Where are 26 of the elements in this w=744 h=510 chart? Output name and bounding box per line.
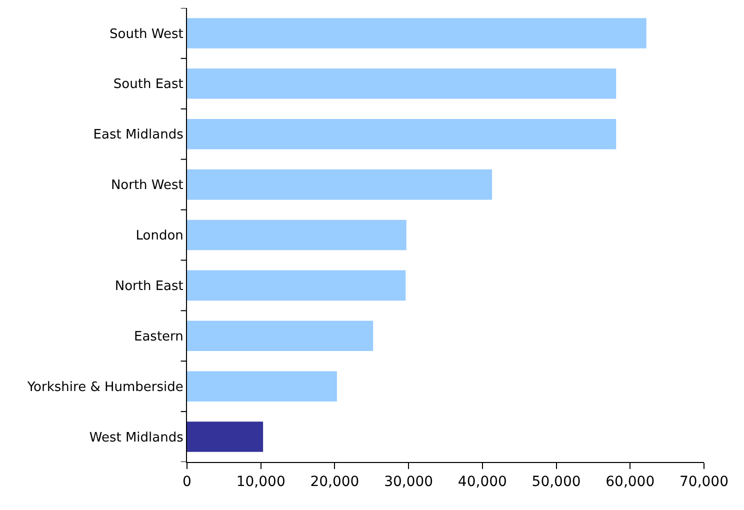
bar	[187, 169, 492, 200]
bar	[187, 422, 264, 452]
x-tick-label: 0	[182, 474, 192, 490]
bar	[187, 68, 616, 99]
y-tick-label: South East	[113, 77, 184, 92]
y-tick-label: London	[136, 228, 184, 244]
x-tick-label: 50,000	[532, 474, 581, 490]
y-tick-label: Yorkshire & Humberside	[26, 380, 184, 395]
x-tick-label: 30,000	[384, 474, 434, 490]
y-tick-label: North East	[114, 278, 184, 294]
x-tick-label: 60,000	[606, 474, 655, 490]
x-tick-label: 10,000	[236, 474, 286, 490]
x-tick-label: 70,000	[680, 474, 728, 490]
bar	[187, 18, 646, 48]
y-tick-label: North West	[110, 178, 184, 194]
x-tick-label: 20,000	[310, 474, 360, 490]
bar	[187, 220, 406, 250]
bar	[187, 118, 616, 150]
bar	[187, 371, 337, 402]
y-tick-label: West Midlands	[89, 430, 184, 446]
y-tick-label: Eastern	[134, 329, 184, 344]
y-tick-label: South West	[110, 26, 184, 42]
x-tick-label: 40,000	[458, 474, 507, 490]
bar	[187, 270, 406, 301]
bar	[187, 320, 374, 352]
y-tick-label: East Midlands	[93, 128, 184, 143]
